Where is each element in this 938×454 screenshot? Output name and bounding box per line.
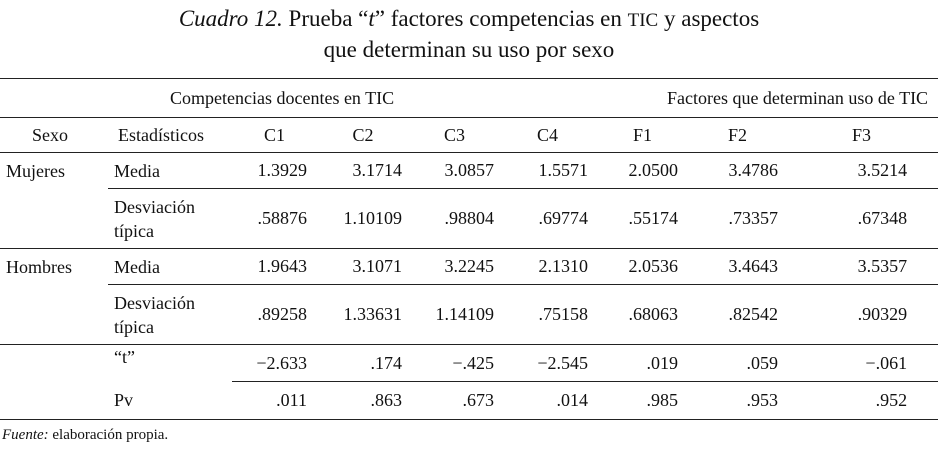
column-header: C4 <box>500 117 596 153</box>
title-text: t <box>368 6 375 31</box>
title-line2: que determinan su uso por sexo <box>323 37 615 62</box>
cell <box>0 78 108 118</box>
cell-value: .55174 <box>595 188 691 249</box>
cell-value: 1.5571 <box>500 152 596 189</box>
stat-label: Desviación típica <box>108 284 232 345</box>
column-header: C1 <box>232 117 317 153</box>
cell-value: .953 <box>690 381 786 420</box>
cell-value: 2.0500 <box>595 152 691 189</box>
cell-value: 3.1071 <box>317 248 409 285</box>
title: Cuadro 12. Prueba “t” factores competenc… <box>0 4 938 64</box>
cell-value: .863 <box>317 381 409 420</box>
title-text: ” factores competencias en <box>374 6 628 31</box>
cell-value: 3.2245 <box>409 248 500 285</box>
cell-value: .985 <box>595 381 691 420</box>
column-header: Estadísticos <box>108 117 232 153</box>
stat-label: Media <box>108 248 232 285</box>
table-row: Hombres Media 1.9643 3.1071 3.2245 2.1310 2.05… <box>0 248 938 345</box>
cell-value: −2.545 <box>500 344 596 382</box>
cell-value: −.425 <box>409 344 500 382</box>
cell-value: 3.5357 <box>785 248 938 285</box>
column-header: C2 <box>317 117 409 153</box>
group-header: Competencias docentes en TIC <box>170 78 596 118</box>
title-text: y aspectos <box>658 6 760 31</box>
cell-value: 1.33631 <box>317 284 409 345</box>
cell-value: .82542 <box>690 284 786 345</box>
cell-value: .90329 <box>785 284 938 345</box>
stat-label: Desviación típica <box>108 188 232 249</box>
table-row: Sexo Estadísticos C1 C2 C3 C4 F1 F2 F3 <box>0 117 938 153</box>
cell-value: 1.3929 <box>232 152 317 189</box>
cell-value: 3.0857 <box>409 152 500 189</box>
cell-value: .019 <box>595 344 691 382</box>
cell-value: 2.1310 <box>500 248 596 285</box>
cell-value: −.061 <box>785 344 938 382</box>
table-row: “t” −2.633.174 −.425 −2.545.019.059 −.061 <box>0 344 938 382</box>
row-header: Hombres <box>0 248 108 345</box>
group-header: Factores que determinan uso de TIC <box>595 78 938 118</box>
source-text: elaboración propia. <box>48 427 169 443</box>
column-header: F3 <box>785 117 938 153</box>
title-label: Cuadro 12. <box>178 6 283 31</box>
table-row: Desviación típica .89258 1.33631 1.14109.75… <box>0 284 938 345</box>
cell-value: 1.14109 <box>409 284 500 345</box>
cell-value: .98804 <box>409 188 500 249</box>
cell-value: .673 <box>409 381 500 420</box>
column-header: F1 <box>595 117 691 153</box>
title-line1: Cuadro 12. Prueba “t” factores competenc… <box>0 4 938 35</box>
column-header: Sexo <box>0 117 108 153</box>
cell-value: .174 <box>317 344 409 382</box>
cell-value: 2.0536 <box>595 248 691 285</box>
cell-value: .69774 <box>500 188 596 249</box>
column-header: F2 <box>690 117 786 153</box>
cell-value: .059 <box>690 344 786 382</box>
cell-value: 3.4643 <box>690 248 786 285</box>
stat-label: Pv <box>108 381 232 420</box>
table-row: Desviación típica .58876 1.10109.98804.697… <box>0 188 938 249</box>
table-row: Competencias docentes en TIC Factores que… <box>0 78 938 118</box>
cell-value: .014 <box>500 381 596 420</box>
source-label: Fuente: <box>2 427 49 443</box>
column-header: C3 <box>409 117 500 153</box>
cell-value: 1.10109 <box>317 188 409 249</box>
cell-value: .011 <box>232 381 317 420</box>
cell <box>108 78 232 118</box>
cell <box>0 381 108 420</box>
cell-value: .67348 <box>785 188 938 249</box>
title-text: TIC <box>627 10 659 31</box>
cell-value: 1.9643 <box>232 248 317 285</box>
stat-label: “t” <box>114 347 135 367</box>
cell-value: −2.633 <box>232 344 317 382</box>
cell-value: 3.1714 <box>317 152 409 189</box>
cell <box>0 345 108 382</box>
cell-value: .73357 <box>690 188 786 249</box>
row-header: Mujeres <box>0 152 108 249</box>
cell-value: .58876 <box>232 188 317 249</box>
source-note: Fuente: elaboración propia. <box>2 427 168 444</box>
data-table: Competencias docentes en TIC Factores que… <box>0 78 938 420</box>
cell-value: 3.5214 <box>785 152 938 189</box>
cell-value: .952 <box>785 381 938 420</box>
table-row: Mujeres Media 1.3929 3.1714 3.0857 1.5571 2.05… <box>0 152 938 249</box>
cell-value: 3.4786 <box>690 152 786 189</box>
cell-value: .68063 <box>595 284 691 345</box>
cell-value: .75158 <box>500 284 596 345</box>
stat-label: Media <box>108 152 232 189</box>
table-row: Pv .011.863.673.014.985.953.952 <box>0 381 938 420</box>
title-text: Prueba “ <box>282 6 369 31</box>
cell-value: .89258 <box>232 284 317 345</box>
